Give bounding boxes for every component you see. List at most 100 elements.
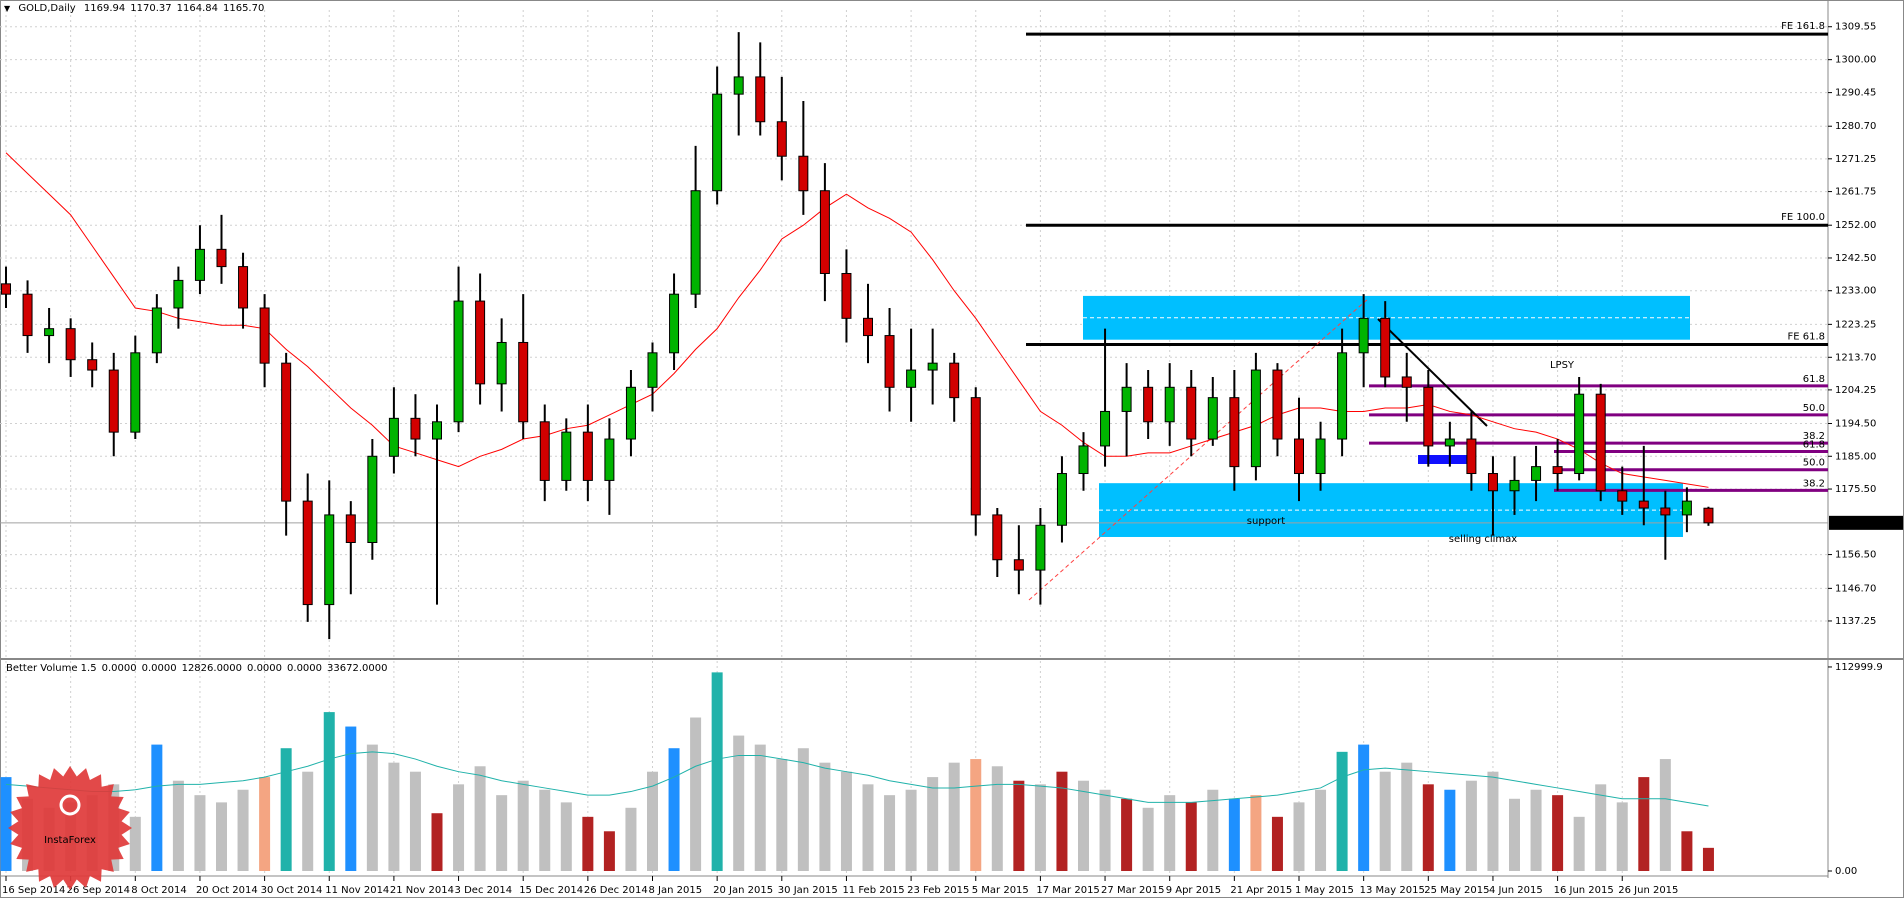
x-tick-label: 25 May 2015 xyxy=(1424,885,1489,896)
x-tick-label: 4 Jun 2015 xyxy=(1489,885,1543,896)
candle-body xyxy=(1509,479,1520,492)
candle-body xyxy=(1638,500,1649,509)
candle-body xyxy=(410,417,421,440)
volume-bar xyxy=(948,762,960,872)
y-tick-label: 1309.55 xyxy=(1835,22,1876,33)
volume-bar xyxy=(1099,789,1111,872)
fib-label: 50.0 xyxy=(1803,458,1825,469)
candle-body xyxy=(1186,386,1197,440)
volume-bar xyxy=(216,802,227,872)
volume-bar xyxy=(625,807,637,872)
trend-line xyxy=(1377,318,1488,427)
readout: 12826.0000 xyxy=(181,663,243,674)
candle-body xyxy=(582,431,593,481)
candle-body xyxy=(302,500,313,606)
x-tick-label: 3 Dec 2014 xyxy=(455,885,513,896)
volume-bar xyxy=(1573,816,1585,872)
volume-bar xyxy=(1465,780,1477,872)
candle-body xyxy=(1143,386,1154,423)
candle-body xyxy=(108,369,119,433)
plot-layer: 16 Sep 2014 26 Sep 2014 8 Oct 2014 20 Oct 2… xyxy=(0,10,1903,896)
trend-line xyxy=(1028,297,1370,601)
candle-body xyxy=(259,307,270,364)
x-tick-label: 26 Jun 2015 xyxy=(1618,885,1678,896)
candle-body xyxy=(733,76,744,95)
volume-bar xyxy=(905,789,917,872)
y-tick-label: 1156.50 xyxy=(1835,550,1876,561)
candle-body xyxy=(1401,376,1412,388)
volume-bar xyxy=(840,771,852,872)
candle-body xyxy=(281,362,292,502)
volume-bar xyxy=(1142,807,1154,872)
candle-body xyxy=(927,362,938,371)
candle-body xyxy=(970,397,981,516)
candle-body xyxy=(345,514,356,543)
logo-badge xyxy=(8,766,132,890)
candle-body xyxy=(1337,352,1348,440)
volume-bar xyxy=(1530,789,1542,872)
y-tick-label: 1233.00 xyxy=(1835,286,1876,297)
candle-body xyxy=(1487,473,1498,492)
candle-body xyxy=(1013,559,1024,571)
candle-body xyxy=(1121,386,1132,412)
volume-bar xyxy=(194,795,206,872)
header-title: GOLD,Daily xyxy=(18,3,76,14)
last-price-box xyxy=(1829,515,1903,530)
volume-bar xyxy=(1595,784,1607,872)
candle-body xyxy=(1164,386,1175,423)
candle-body xyxy=(1617,490,1628,502)
candle-body xyxy=(1294,438,1304,475)
candle-body xyxy=(324,514,335,606)
volume-bar xyxy=(1034,784,1046,872)
candle-body xyxy=(1574,393,1585,475)
volume-bar xyxy=(1056,771,1068,872)
volume-bar xyxy=(754,744,766,872)
candle-body xyxy=(647,352,658,388)
fib-label: 61.8 xyxy=(1803,439,1825,450)
candle-body xyxy=(130,352,141,433)
volume-bar xyxy=(1487,771,1499,872)
candle-body xyxy=(1444,438,1455,447)
candle-body xyxy=(453,300,464,423)
candle-body xyxy=(1531,466,1542,481)
x-tick-label: 26 Sep 2014 xyxy=(67,885,130,896)
candle-body xyxy=(841,272,852,319)
x-tick-label: 5 Mar 2015 xyxy=(972,885,1029,896)
candle-body xyxy=(819,190,830,274)
volume-bar xyxy=(1401,762,1413,872)
x-tick-label: 16 Sep 2014 xyxy=(2,885,65,896)
readout: 0.0000 xyxy=(141,663,177,674)
candle-body xyxy=(604,438,615,481)
y-tick-label: 1290.45 xyxy=(1835,88,1876,99)
x-tick-label: 16 Jun 2015 xyxy=(1554,885,1614,896)
header-title: Better Volume 1.5 xyxy=(6,663,97,674)
candle-body xyxy=(1703,507,1714,524)
candle-body xyxy=(1035,524,1046,571)
volume-bar xyxy=(1422,784,1434,872)
volume-bar xyxy=(366,744,378,872)
marker-bar xyxy=(1418,455,1475,464)
candle-body xyxy=(755,76,766,123)
readout: 1165.70 xyxy=(222,3,265,14)
fe-label: FE 161.8 xyxy=(1781,21,1825,32)
volume-bar xyxy=(302,771,314,872)
candle-body xyxy=(367,455,378,543)
y-tick-label: 1175.50 xyxy=(1835,484,1876,495)
candle-body xyxy=(151,307,162,354)
volume-bar xyxy=(603,831,615,872)
candle-body xyxy=(475,300,486,385)
volume-bar xyxy=(927,777,939,872)
volume-bar xyxy=(237,789,249,872)
volume-bar xyxy=(1681,831,1693,872)
fe-label: FE 100.0 xyxy=(1781,212,1825,223)
candle-body xyxy=(625,386,636,440)
candle-body xyxy=(539,421,550,481)
candle-body xyxy=(1358,317,1369,354)
y-tick-label: 1146.70 xyxy=(1835,583,1876,594)
volume-header: Better Volume 1.5 0.0000 0.0000 12826.0000 0… xyxy=(6,663,392,674)
volume-bar xyxy=(280,748,292,872)
candle-body xyxy=(1466,438,1477,475)
volume-bar xyxy=(1358,744,1370,872)
candle-body xyxy=(863,317,873,337)
